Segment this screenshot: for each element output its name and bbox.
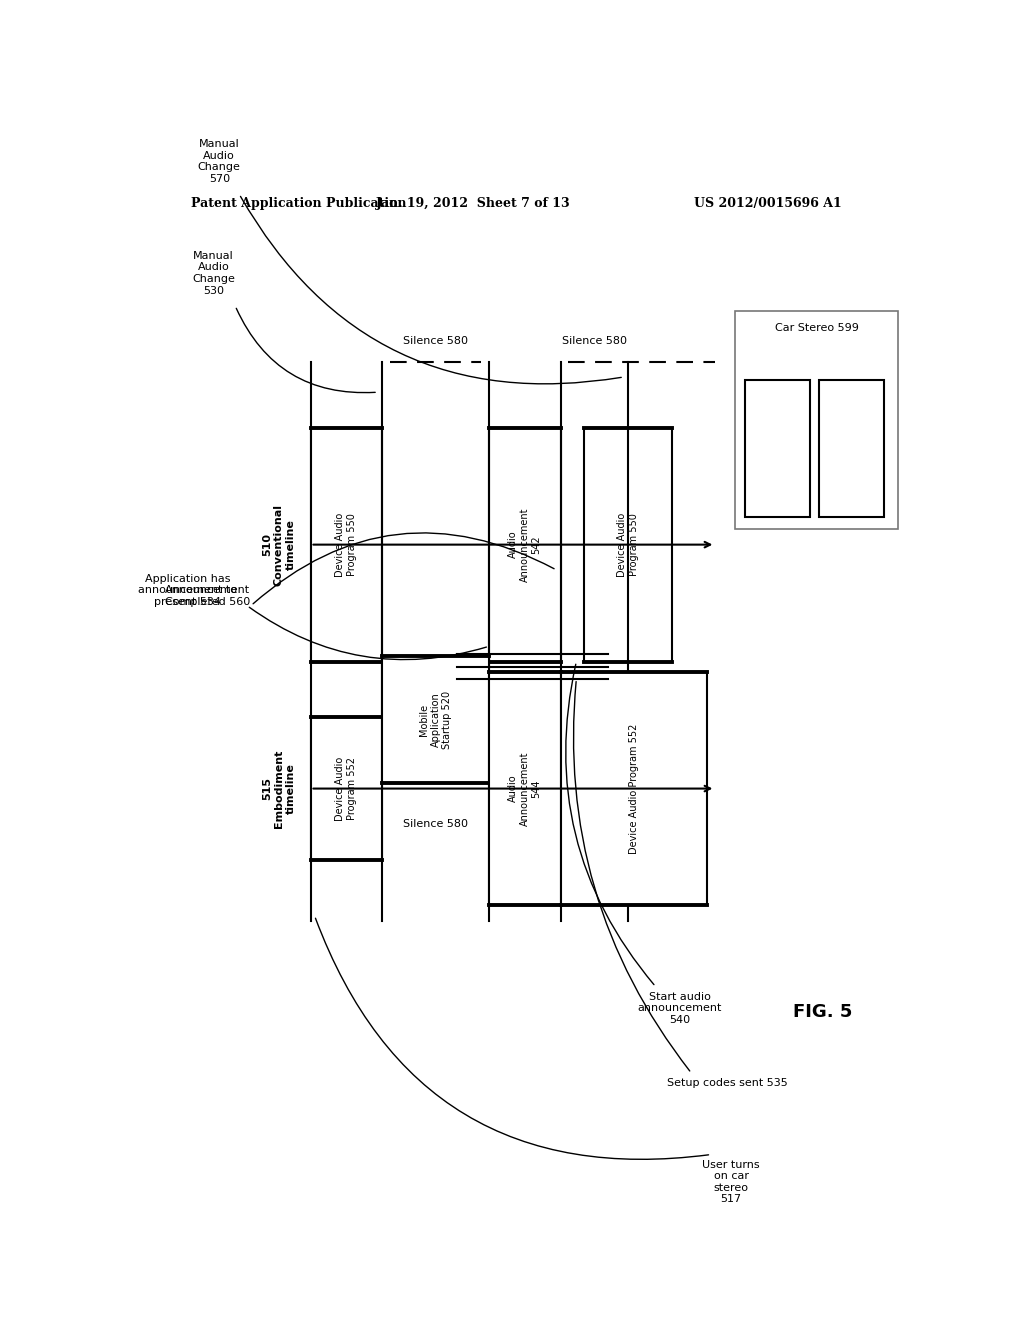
Text: Application has
announcement to
present 534: Application has announcement to present … (138, 574, 237, 607)
FancyBboxPatch shape (560, 672, 708, 906)
Text: Silence 580: Silence 580 (403, 818, 468, 829)
FancyBboxPatch shape (735, 312, 898, 529)
Text: Device Audio Program 552: Device Audio Program 552 (629, 723, 639, 854)
Text: Device Audio
Program 552: Device Audio Program 552 (336, 756, 357, 821)
Text: Silence 580: Silence 580 (562, 337, 627, 346)
Text: Car Stereo 599: Car Stereo 599 (774, 323, 858, 333)
Text: Manual
Audio
Change
570: Manual Audio Change 570 (198, 139, 241, 183)
Text: US 2012/0015696 A1: US 2012/0015696 A1 (694, 197, 842, 210)
FancyBboxPatch shape (489, 672, 560, 906)
FancyBboxPatch shape (310, 718, 382, 859)
Text: Channel A
598A: Channel A 598A (754, 438, 801, 458)
Text: Audio
Announcement
542: Audio Announcement 542 (508, 507, 542, 582)
FancyBboxPatch shape (310, 428, 382, 661)
Text: User turns
on car
stereo
517: User turns on car stereo 517 (702, 1159, 760, 1204)
FancyBboxPatch shape (744, 380, 810, 517)
Text: Silence 580: Silence 580 (403, 337, 468, 346)
FancyBboxPatch shape (819, 380, 885, 517)
FancyBboxPatch shape (585, 428, 672, 661)
Text: Announcement
Completed 560: Announcement Completed 560 (165, 585, 250, 607)
Text: 510
Conventional
timeline: 510 Conventional timeline (262, 504, 295, 586)
Text: Mobile
Application
Startup 520: Mobile Application Startup 520 (419, 690, 453, 748)
Text: FIG. 5: FIG. 5 (793, 1003, 852, 1022)
Text: Device Audio
Program 550: Device Audio Program 550 (617, 512, 639, 577)
Text: Patent Application Publication: Patent Application Publication (191, 197, 407, 210)
Text: Audio
Announcement
544: Audio Announcement 544 (508, 751, 542, 826)
Text: Device Audio
Program 550: Device Audio Program 550 (336, 512, 357, 577)
FancyBboxPatch shape (489, 428, 560, 661)
Text: Channel B
598B: Channel B 598B (828, 438, 874, 458)
Text: Manual
Audio
Change
530: Manual Audio Change 530 (193, 251, 236, 296)
Text: Start audio
announcement
540: Start audio announcement 540 (637, 991, 722, 1026)
Text: Setup codes sent 535: Setup codes sent 535 (667, 1078, 787, 1088)
Text: 515
Embodiment
timeline: 515 Embodiment timeline (262, 750, 295, 828)
Text: Jan. 19, 2012  Sheet 7 of 13: Jan. 19, 2012 Sheet 7 of 13 (376, 197, 570, 210)
FancyBboxPatch shape (382, 656, 489, 784)
